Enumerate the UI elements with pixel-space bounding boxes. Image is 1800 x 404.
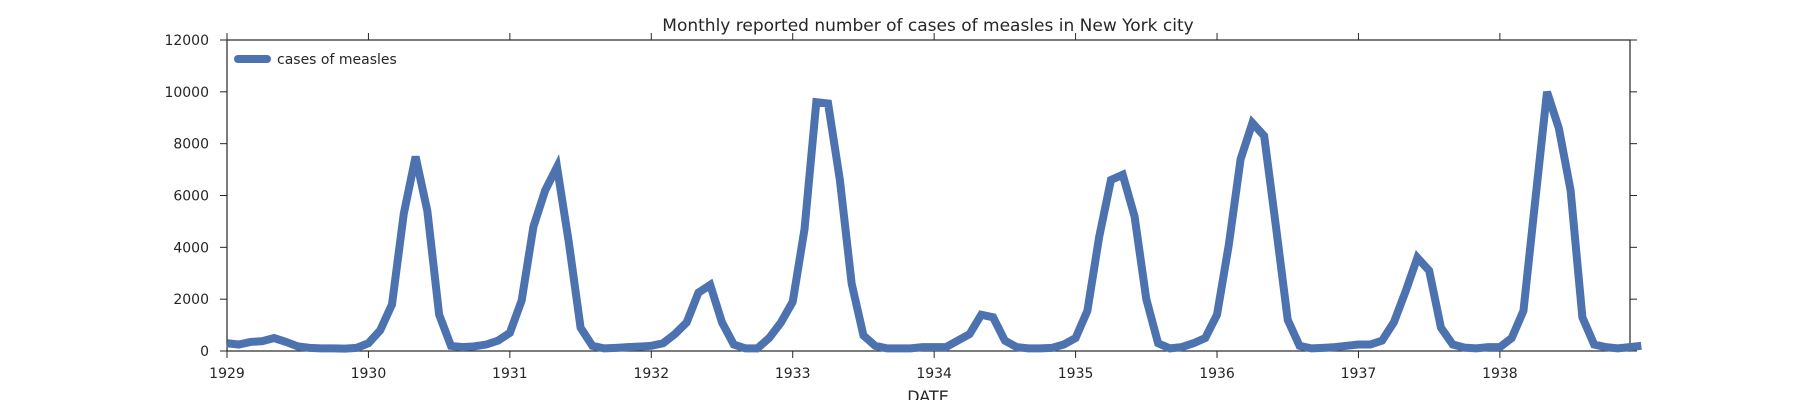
y-tick-label: 12000 — [164, 33, 209, 49]
y-tick-label: 2000 — [173, 292, 209, 308]
x-tick-label: 1932 — [633, 366, 669, 382]
chart-title: Monthly reported number of cases of meas… — [662, 16, 1193, 36]
text-layer: Monthly reported number of cases of meas… — [662, 16, 1193, 404]
x-tick-label: 1934 — [916, 366, 952, 382]
x-tick-label: 1929 — [209, 366, 245, 382]
y-tick-label: 6000 — [173, 189, 209, 205]
axes-layer: 0 2000 4000 6000 8000 10000 12000 1929 1930 1931 1… — [164, 33, 1637, 382]
series-layer — [226, 90, 1642, 353]
x-tick-label: 1930 — [351, 366, 387, 382]
x-axis-label: DATE — [907, 387, 949, 400]
x-tick-label: 1935 — [1058, 366, 1094, 382]
y-tick-label: 8000 — [173, 137, 209, 153]
y-tick-label: 0 — [200, 344, 209, 360]
x-tick-label: 1936 — [1199, 366, 1235, 382]
legend: cases of measles — [234, 52, 397, 68]
x-tick-label: 1931 — [492, 366, 528, 382]
x-tick-label: 1937 — [1341, 366, 1377, 382]
y-tick-label: 4000 — [173, 240, 209, 256]
y-tick-label: 10000 — [164, 85, 209, 101]
x-tick-label: 1933 — [775, 366, 811, 382]
x-tick-label: 1938 — [1482, 366, 1518, 382]
series-line — [226, 90, 1642, 353]
legend-label: cases of measles — [277, 52, 397, 68]
